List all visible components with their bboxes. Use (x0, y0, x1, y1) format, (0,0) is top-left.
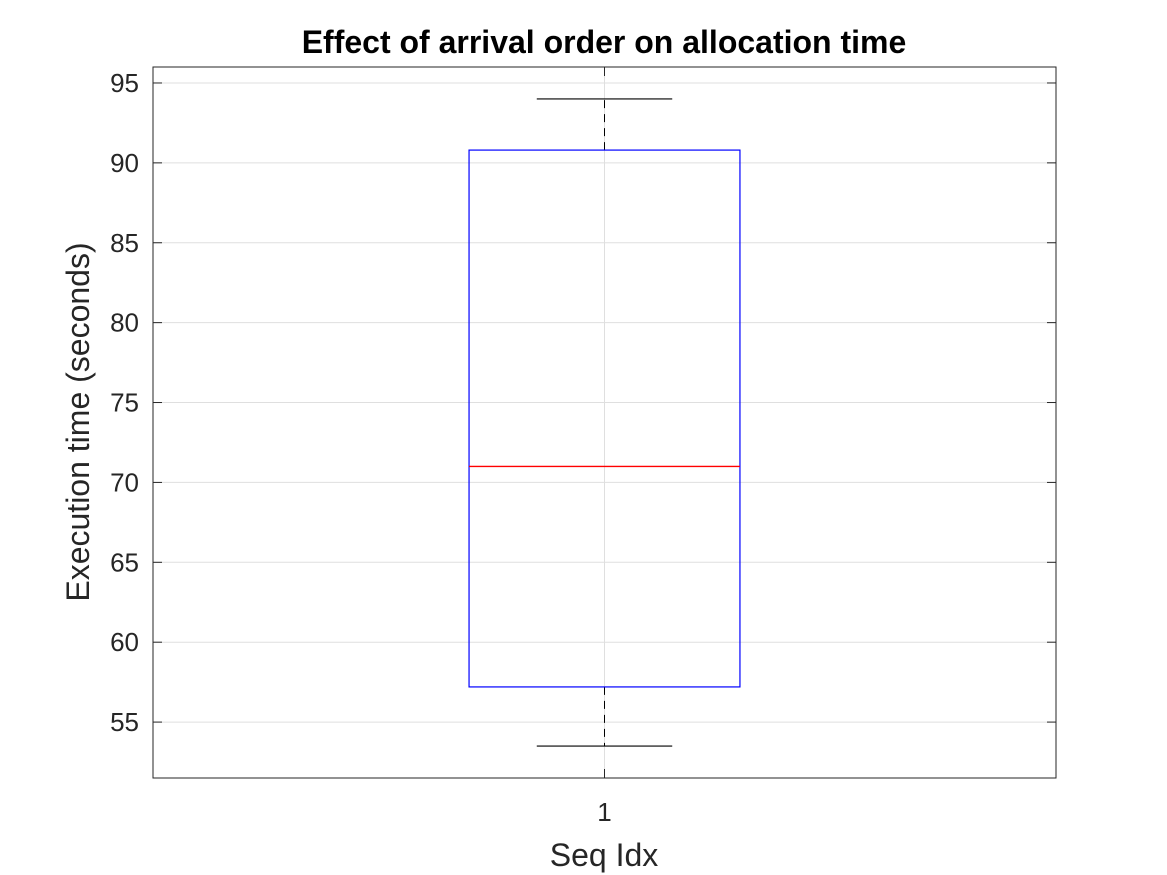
x-tick-label: 1 (597, 797, 611, 827)
y-tick-label: 65 (110, 547, 139, 577)
y-tick-label: 95 (110, 68, 139, 98)
y-axis-label: Execution time (seconds) (60, 242, 96, 601)
y-tick-label: 90 (110, 148, 139, 178)
axes-frame (152, 66, 1057, 779)
axes (152, 66, 1057, 779)
tick-labels: 55 60 65 70 75 80 85 90 95 1 (110, 68, 612, 827)
interquartile-box (468, 149, 741, 688)
box-plot-series (468, 98, 741, 747)
y-tick-label: 80 (110, 308, 139, 338)
grid-lines (153, 67, 1056, 778)
y-tick-label: 70 (110, 467, 139, 497)
x-axis-label: Seq Idx (550, 837, 659, 873)
y-tick-label: 75 (110, 388, 139, 418)
y-tick-label: 55 (110, 707, 139, 737)
y-tick-label: 60 (110, 627, 139, 657)
y-tick-label: 85 (110, 228, 139, 258)
chart-title: Effect of arrival order on allocation ti… (302, 24, 907, 60)
